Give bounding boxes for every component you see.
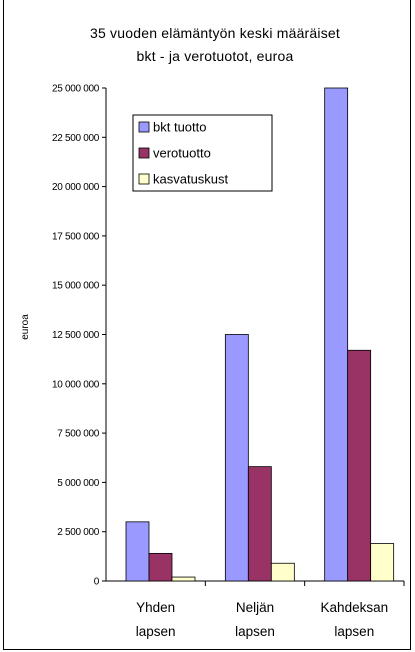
y-axis-label: euroa xyxy=(20,314,31,340)
bar xyxy=(247,466,272,582)
bar xyxy=(347,349,372,582)
x-category-label: lapsen xyxy=(334,624,374,639)
legend-swatch xyxy=(138,147,150,159)
bar xyxy=(224,334,249,582)
y-tick-label: 15 000 000 xyxy=(52,281,100,292)
x-category-label: lapsen xyxy=(235,624,275,639)
y-tick-label: 7 500 000 xyxy=(57,429,100,440)
bar xyxy=(324,87,349,582)
legend-swatch xyxy=(138,173,150,185)
chart-frame xyxy=(3,0,411,650)
y-ticks: 25 000 000 22 500 000 20 000 000 17 500 000… xyxy=(52,84,106,588)
x-category-label: Neljän xyxy=(236,600,274,615)
y-tick-label: 12 500 000 xyxy=(52,330,100,341)
x-category-label: Yhden xyxy=(136,600,175,615)
y-tick-label: 0 xyxy=(94,577,100,588)
y-tick-label: 5 000 000 xyxy=(57,478,100,489)
bar xyxy=(370,543,395,582)
legend-box xyxy=(132,114,273,192)
x-category-label: lapsen xyxy=(136,624,176,639)
y-tick-label: 20 000 000 xyxy=(52,182,100,193)
legend-label: verotuotto xyxy=(153,146,211,161)
y-tick-label: 22 500 000 xyxy=(52,133,100,144)
x-categories: Yhden lapsen Neljän lapsen Kahdeksan lapsen xyxy=(136,581,405,639)
chart-title-line-1: 35 vuoden elämäntyön keski määräiset xyxy=(90,25,340,41)
bar xyxy=(171,576,196,582)
y-tick-label: 25 000 000 xyxy=(52,84,100,95)
bar xyxy=(148,552,173,582)
legend-label: kasvatuskust xyxy=(153,172,229,187)
y-tick-label: 2 500 000 xyxy=(57,527,100,538)
x-category-label: Kahdeksan xyxy=(321,600,389,615)
y-tick-label: 10 000 000 xyxy=(52,379,100,390)
chart-title-line-2: bkt - ja verotuotot, euroa xyxy=(137,48,294,64)
bar xyxy=(125,521,150,582)
bars xyxy=(125,87,395,582)
legend-swatch xyxy=(138,121,150,133)
bar xyxy=(270,562,295,582)
legend: bkt tuotto verotuotto kasvatuskust xyxy=(132,114,273,192)
legend-label: bkt tuotto xyxy=(153,120,206,135)
y-tick-label: 17 500 000 xyxy=(52,231,100,242)
